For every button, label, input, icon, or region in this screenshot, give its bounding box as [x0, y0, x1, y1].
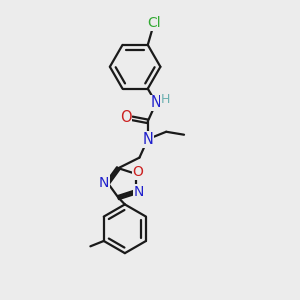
Text: N: N [99, 176, 109, 190]
Text: Cl: Cl [147, 16, 160, 30]
Text: N: N [134, 185, 144, 199]
Text: O: O [133, 165, 143, 179]
Text: H: H [161, 93, 170, 106]
Text: N: N [151, 95, 161, 110]
Text: O: O [120, 110, 132, 125]
Text: N: N [142, 132, 153, 147]
